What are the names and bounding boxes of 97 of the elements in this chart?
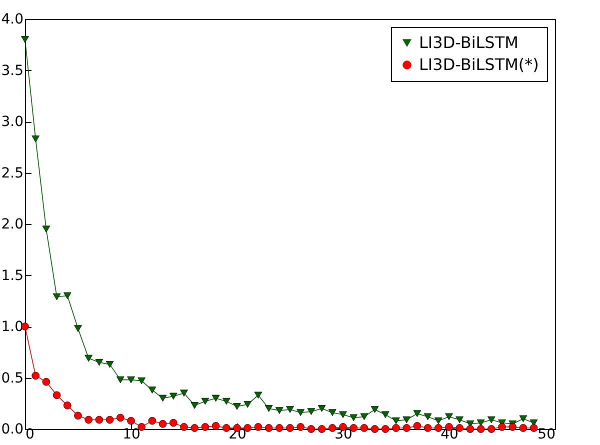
point <box>466 425 474 433</box>
point <box>381 411 390 418</box>
point <box>138 377 146 384</box>
point <box>530 424 538 432</box>
point <box>264 424 273 432</box>
point <box>169 418 178 427</box>
point <box>116 376 124 384</box>
point <box>158 420 167 428</box>
point <box>286 406 294 413</box>
point <box>286 424 294 432</box>
point <box>360 413 368 420</box>
y-tick-label: 3.0 <box>1 114 24 130</box>
y-tick-label: 2.0 <box>1 216 24 232</box>
point <box>32 372 40 380</box>
point <box>127 376 135 384</box>
point <box>339 411 347 418</box>
point <box>392 424 400 432</box>
point <box>74 412 82 420</box>
point <box>424 413 432 420</box>
point <box>201 423 210 431</box>
point <box>52 293 61 300</box>
point <box>190 402 199 409</box>
point <box>424 424 432 432</box>
point <box>434 424 442 432</box>
point <box>350 414 358 422</box>
point <box>201 398 210 405</box>
y-tick-label: 4.0 <box>1 12 24 28</box>
point <box>360 424 368 432</box>
point <box>307 408 316 415</box>
point <box>233 403 241 410</box>
point <box>328 424 336 432</box>
point <box>487 416 496 424</box>
point <box>158 394 167 402</box>
point <box>254 423 262 431</box>
point <box>519 415 528 422</box>
point <box>148 386 156 394</box>
point <box>328 409 336 416</box>
point <box>42 226 50 233</box>
point <box>498 423 506 431</box>
point <box>392 417 400 424</box>
y-tick-label: 3.5 <box>1 62 24 79</box>
point <box>212 394 220 402</box>
point <box>190 424 199 432</box>
point <box>42 378 50 386</box>
point <box>519 424 528 432</box>
point <box>476 425 485 433</box>
point <box>180 423 188 431</box>
legend-label: LI3D-BiLSTM <box>419 33 518 52</box>
point <box>63 292 72 300</box>
point <box>169 392 178 400</box>
point <box>21 36 29 43</box>
point <box>476 419 485 426</box>
point <box>222 424 230 432</box>
point <box>63 402 72 410</box>
point <box>212 422 220 430</box>
point <box>456 416 464 424</box>
point <box>508 423 517 431</box>
y-tick-label: 1.5 <box>1 268 24 284</box>
point <box>127 416 135 425</box>
point <box>180 390 188 397</box>
point <box>381 425 390 433</box>
point <box>84 416 93 424</box>
point <box>254 392 262 399</box>
y-tick-label: 0.0 <box>1 422 24 438</box>
point <box>413 422 422 430</box>
point <box>402 416 411 424</box>
y-tick-label: 0.5 <box>1 370 24 386</box>
point <box>370 406 379 413</box>
point <box>487 425 496 433</box>
point <box>84 354 93 362</box>
point <box>32 136 40 142</box>
point <box>138 423 146 431</box>
y-tick-label: 2.5 <box>1 165 24 182</box>
point <box>264 405 273 412</box>
point <box>148 416 156 425</box>
point <box>244 400 252 408</box>
point <box>116 414 124 422</box>
legend-label: LI3D-BiLSTM(*) <box>419 55 539 74</box>
point <box>370 425 379 433</box>
point <box>296 423 305 431</box>
point <box>434 417 442 424</box>
point <box>413 410 422 418</box>
point <box>95 358 104 366</box>
point <box>318 405 326 412</box>
point <box>106 416 114 424</box>
point <box>307 425 316 433</box>
point <box>275 424 284 432</box>
point <box>402 424 411 432</box>
point <box>318 425 326 433</box>
point <box>106 361 114 368</box>
point <box>52 391 61 400</box>
point <box>445 413 453 420</box>
point <box>95 416 104 424</box>
point <box>296 409 305 416</box>
point <box>74 325 82 332</box>
point <box>275 407 284 414</box>
point <box>222 398 230 405</box>
